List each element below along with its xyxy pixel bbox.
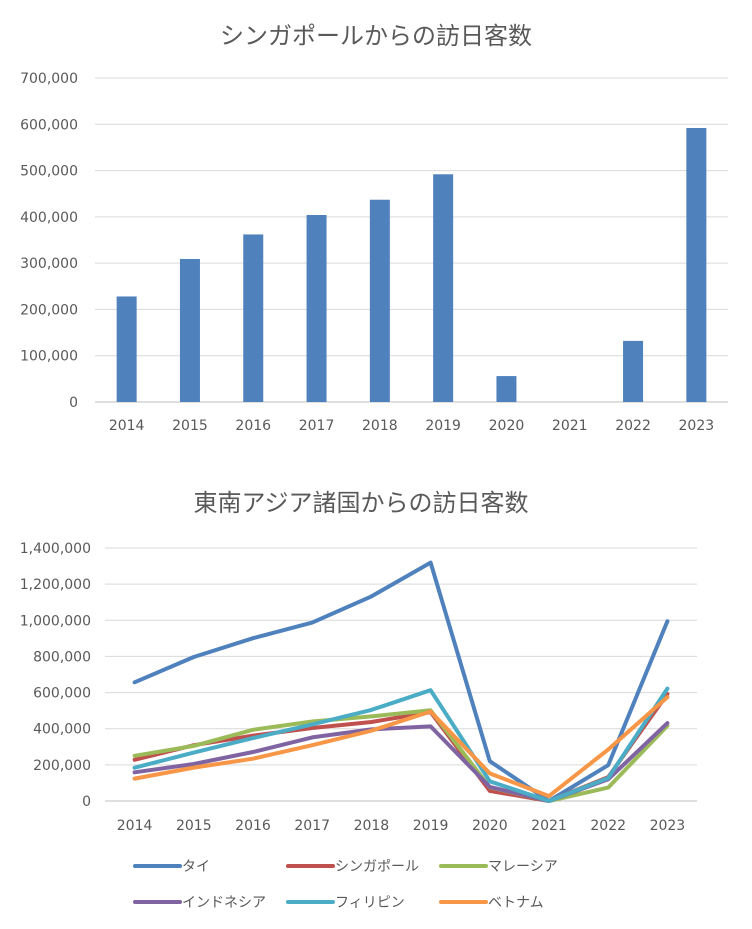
- line-y-tick-label: 1,200,000: [20, 577, 91, 593]
- line-x-tick-label: 2015: [176, 818, 212, 834]
- bar-x-tick-label: 2015: [172, 418, 208, 434]
- line-chart-x-axis: 2014 2015 2016 2017 2018 2019 2020 2021 2022 2023: [117, 818, 685, 834]
- bar-x-tick-label: 2023: [679, 418, 715, 434]
- bar-y-tick-label: 400,000: [20, 210, 78, 226]
- line-chart-series: [132, 560, 670, 803]
- bar-y-tick-label: 0: [69, 395, 78, 411]
- bar-chart-title: シンガポールからの訪日客数: [220, 22, 532, 50]
- bar-x-tick-label: 2016: [235, 418, 271, 434]
- bar-x-tick-label: 2014: [109, 418, 145, 434]
- line-x-tick-label: 2022: [590, 818, 626, 834]
- bar-2016: [243, 234, 264, 402]
- bar-y-tick-label: 300,000: [20, 256, 78, 272]
- bar-x-tick-label: 2018: [362, 418, 398, 434]
- bar-chart-y-axis: 0 100,000 200,000 300,000 400,000 500,000 600,…: [20, 71, 78, 411]
- bar-y-tick-label: 100,000: [20, 349, 78, 365]
- bar-y-tick-label: 600,000: [20, 117, 78, 133]
- line-x-tick-label: 2019: [413, 818, 449, 834]
- line-y-tick-label: 1,400,000: [20, 541, 91, 557]
- series-line-0: [132, 560, 670, 803]
- bar-2014: [116, 296, 137, 402]
- series-line-4: [132, 686, 670, 803]
- line-y-tick-label: 800,000: [33, 649, 91, 665]
- legend-label: インドネシア: [182, 895, 266, 911]
- line-x-tick-label: 2016: [235, 818, 271, 834]
- legend-label: マレーシア: [488, 859, 558, 875]
- bar-2023: [686, 127, 707, 402]
- line-chart-gridlines: [105, 547, 697, 802]
- bar-x-tick-label: 2022: [615, 418, 651, 434]
- line-y-tick-label: 600,000: [33, 686, 91, 702]
- line-y-tick-label: 400,000: [33, 722, 91, 738]
- bar-x-tick-label: 2017: [299, 418, 335, 434]
- line-y-tick-label: 0: [82, 794, 91, 810]
- legend-label: ベトナム: [488, 895, 544, 911]
- series-line-3: [132, 721, 670, 803]
- bar-2020: [496, 376, 517, 402]
- bar-y-tick-label: 500,000: [20, 164, 78, 180]
- line-y-tick-label: 200,000: [33, 758, 91, 774]
- line-chart-title: 東南アジア諸国からの訪日客数: [193, 489, 528, 517]
- bar-chart-gridlines: [95, 77, 728, 403]
- line-x-tick-label: 2021: [531, 818, 567, 834]
- bar-2018: [369, 199, 390, 402]
- bar-2019: [433, 174, 454, 402]
- bar-2015: [179, 258, 200, 402]
- line-x-tick-label: 2017: [294, 818, 330, 834]
- series-line-5: [132, 695, 670, 799]
- legend-label: タイ: [182, 859, 210, 875]
- line-x-tick-label: 2018: [354, 818, 390, 834]
- line-x-tick-label: 2020: [472, 818, 508, 834]
- bar-y-tick-label: 200,000: [20, 302, 78, 318]
- bar-2022: [623, 340, 644, 402]
- series-line-2: [132, 708, 670, 803]
- bar-x-tick-label: 2019: [425, 418, 461, 434]
- bar-chart-x-axis: 2014 2015 2016 2017 2018 2019 2020 2021 2022 2023: [109, 418, 714, 434]
- bar-chart-singapore: シンガポールからの訪日客数 0 100,000 200,000 300,000 400,…: [20, 22, 728, 434]
- line-y-tick-label: 1,000,000: [20, 613, 91, 629]
- bar-x-tick-label: 2021: [552, 418, 588, 434]
- bar-2017: [306, 215, 327, 402]
- line-x-tick-label: 2023: [650, 818, 686, 834]
- legend-label: フィリピン: [335, 895, 405, 911]
- legend-label: シンガポール: [335, 859, 419, 875]
- bar-x-tick-label: 2020: [489, 418, 525, 434]
- line-chart-southeast-asia: 東南アジア諸国からの訪日客数 0 200,000 400,000 600,000 800…: [20, 489, 697, 911]
- bar-y-tick-label: 700,000: [20, 71, 78, 87]
- bar-chart-bars: [116, 127, 707, 402]
- line-chart-y-axis: 0 200,000 400,000 600,000 800,000 1,000,000 1,…: [20, 541, 91, 810]
- line-x-tick-label: 2014: [117, 818, 153, 834]
